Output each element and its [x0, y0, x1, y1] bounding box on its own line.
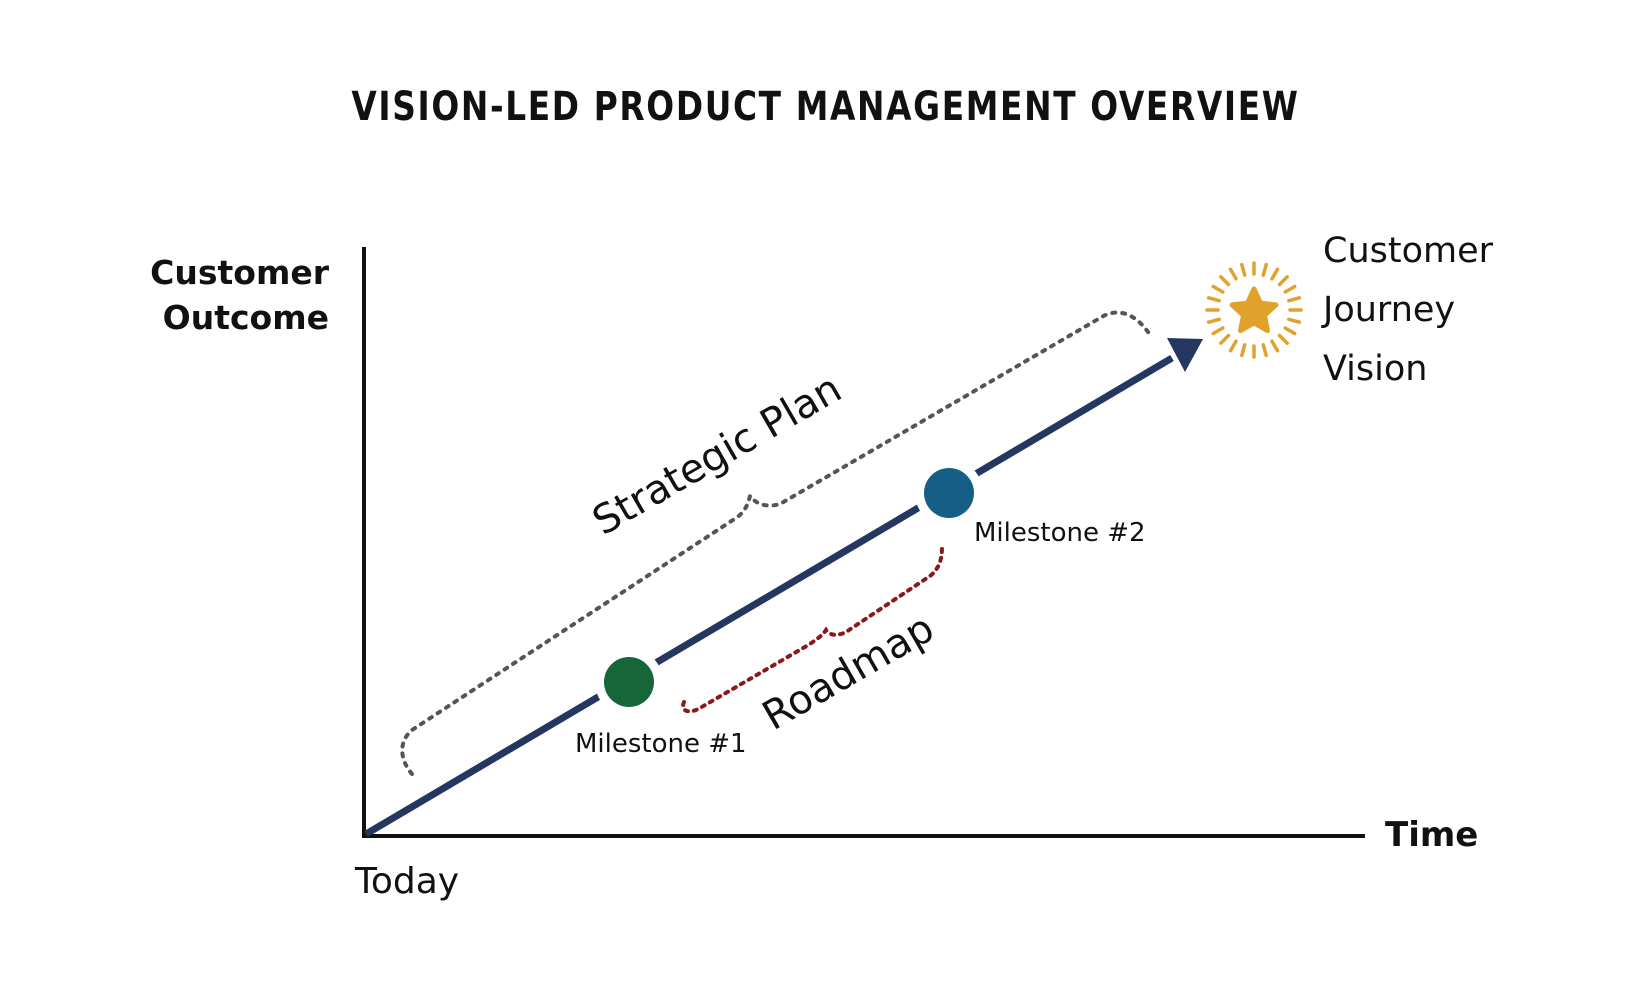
milestone-2-dot: [924, 468, 974, 518]
star-burst-ray: [1240, 262, 1247, 277]
star-burst-ray: [1211, 284, 1225, 294]
diagram-title: VISION-LED PRODUCT MANAGEMENT OVERVIEW: [351, 84, 1300, 130]
star-icon: [1229, 286, 1279, 334]
x-axis-label: Time: [1385, 815, 1478, 855]
star-burst-ray: [1228, 339, 1238, 353]
roadmap-bracket: [681, 545, 944, 714]
star-burst-ray: [1277, 333, 1289, 345]
strategic-plan-label: Strategic Plan: [585, 366, 849, 545]
star-burst-ray: [1287, 296, 1302, 303]
star-burst-ray: [1283, 284, 1297, 294]
star-burst-ray: [1270, 267, 1280, 281]
trajectory-arrowhead: [1167, 338, 1203, 372]
strategic-plan-bracket: [400, 310, 1154, 776]
star-burst-ray: [1228, 267, 1238, 281]
star-burst-ray: [1261, 343, 1268, 358]
star-burst-ray: [1211, 326, 1225, 336]
star-burst-ray: [1277, 275, 1289, 287]
star-burst-ray: [1219, 333, 1231, 345]
vision-label-line3: Vision: [1323, 349, 1427, 389]
trajectory-line: [364, 354, 1174, 838]
milestone-2-label: Milestone #2: [974, 518, 1146, 548]
star-burst-ray: [1270, 339, 1280, 353]
star-burst-ray: [1206, 296, 1221, 303]
star-burst-ray: [1287, 317, 1302, 324]
star-burst-ray: [1283, 326, 1297, 336]
origin-label: Today: [354, 861, 459, 902]
vision-label-line1: Customer: [1323, 231, 1494, 271]
milestone-1-label: Milestone #1: [575, 729, 747, 759]
star-burst-ray: [1206, 317, 1221, 324]
y-axis-label-line2: Outcome: [163, 298, 329, 337]
star-burst-ray: [1261, 262, 1268, 277]
star-burst-icon: [1205, 261, 1303, 359]
milestone-1-dot: [604, 657, 654, 707]
y-axis-label-line1: Customer: [150, 253, 330, 292]
star-burst-ray: [1219, 275, 1231, 287]
vision-label-line2: Journey: [1321, 290, 1455, 330]
roadmap-label: Roadmap: [755, 605, 942, 739]
star-burst-ray: [1240, 343, 1247, 358]
